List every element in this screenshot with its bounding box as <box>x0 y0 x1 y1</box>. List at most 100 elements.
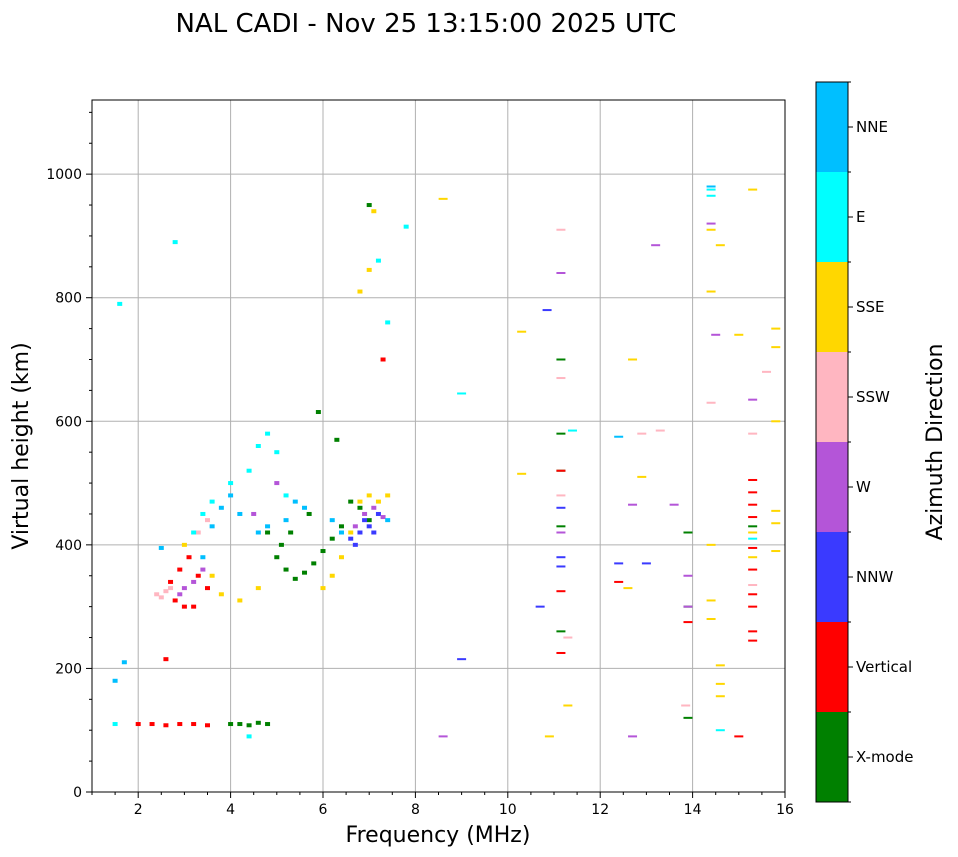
data-point <box>366 524 372 529</box>
data-point <box>181 586 187 591</box>
data-point <box>191 604 197 609</box>
data-point <box>748 503 758 506</box>
colorbar-title: Azimuth Direction <box>923 343 948 540</box>
data-point <box>556 494 566 497</box>
data-point <box>371 209 377 214</box>
data-point <box>771 420 781 423</box>
data-point <box>748 639 758 642</box>
data-point <box>338 530 344 535</box>
data-point <box>715 729 725 732</box>
data-point <box>265 530 271 535</box>
data-point <box>320 586 326 591</box>
data-point <box>683 531 693 534</box>
data-point <box>556 556 566 559</box>
data-point <box>535 605 545 608</box>
data-point <box>352 524 358 529</box>
data-point <box>209 524 215 529</box>
data-point <box>706 188 716 191</box>
data-point <box>278 542 284 547</box>
data-point <box>438 735 448 738</box>
data-point <box>385 320 391 325</box>
series-nne <box>112 185 716 683</box>
data-point <box>748 568 758 571</box>
data-point <box>706 228 716 231</box>
data-point <box>302 505 308 510</box>
data-point <box>283 567 289 572</box>
data-point <box>556 590 566 593</box>
data-point <box>715 244 725 247</box>
data-point <box>385 518 391 523</box>
data-point <box>348 530 354 535</box>
data-point <box>706 290 716 293</box>
data-point <box>715 695 725 698</box>
data-point <box>681 704 691 707</box>
x-axis-ticks: 2 4 6 8 10 12 14 16 <box>91 792 794 818</box>
data-point <box>292 576 298 581</box>
data-point <box>380 357 386 362</box>
data-point <box>403 224 409 229</box>
x-tick-label: 6 <box>319 802 328 818</box>
data-point <box>181 604 187 609</box>
data-point <box>209 573 215 578</box>
x-axis-title: Frequency (MHz) <box>346 823 531 848</box>
data-point <box>748 478 758 481</box>
data-point <box>246 468 252 473</box>
x-tick-label: 12 <box>591 802 609 818</box>
data-point <box>438 197 448 200</box>
data-point <box>380 515 386 520</box>
data-point <box>641 562 651 565</box>
colorbar-swatch <box>816 262 848 352</box>
y-tick-label: 0 <box>73 785 82 801</box>
data-point <box>715 664 725 667</box>
data-point <box>683 621 693 624</box>
data-point <box>556 531 566 534</box>
data-point <box>357 289 363 294</box>
colorbar-label: NNE <box>856 118 888 136</box>
data-point <box>274 555 280 560</box>
y-tick-label: 400 <box>55 538 82 554</box>
data-point <box>274 481 280 486</box>
colorbar-swatch <box>816 712 848 802</box>
data-point <box>135 722 141 727</box>
data-point <box>683 716 693 719</box>
data-point <box>348 499 354 504</box>
data-point <box>205 518 210 523</box>
data-point <box>655 429 665 432</box>
x-tick-label: 14 <box>684 802 702 818</box>
data-point <box>168 579 174 584</box>
data-point <box>614 435 624 438</box>
data-point <box>255 586 261 591</box>
y-axis-ticks: 0 200 400 600 800 1000 <box>46 111 92 801</box>
colorbar-swatch <box>816 352 848 442</box>
data-point <box>771 550 781 553</box>
data-point <box>338 524 344 529</box>
data-point <box>748 630 758 633</box>
data-point <box>556 358 566 361</box>
colorbar-swatch <box>816 532 848 622</box>
data-point <box>200 555 206 560</box>
data-point <box>265 431 271 436</box>
data-point <box>338 555 344 560</box>
data-point <box>706 185 716 188</box>
data-point <box>158 545 164 550</box>
x-tick-label: 16 <box>776 802 794 818</box>
data-point <box>362 511 368 516</box>
data-point <box>302 570 308 575</box>
y-tick-label: 800 <box>55 291 82 307</box>
data-point <box>556 377 566 380</box>
plot-background <box>92 100 785 792</box>
data-point <box>623 587 633 590</box>
data-point <box>385 493 391 498</box>
y-axis-title: Virtual height (km) <box>9 342 34 549</box>
data-point <box>255 720 261 725</box>
data-point <box>195 530 201 535</box>
data-point <box>205 723 210 728</box>
data-point <box>177 592 183 597</box>
data-point <box>246 723 252 728</box>
data-point <box>375 499 381 504</box>
y-tick-label: 600 <box>55 414 82 430</box>
data-point <box>163 589 169 594</box>
data-point <box>288 530 294 535</box>
colorbar-label: W <box>856 478 871 496</box>
